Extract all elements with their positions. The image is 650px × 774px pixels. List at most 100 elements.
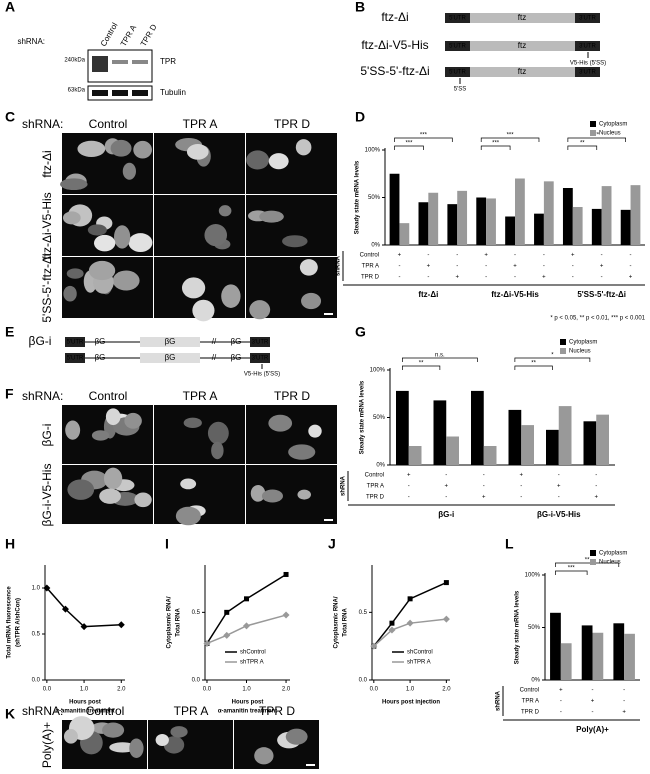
table-cell: + xyxy=(455,275,459,281)
significance-bracket xyxy=(480,145,511,150)
bar xyxy=(483,446,497,465)
row-label: Poly(A)+ xyxy=(40,722,54,768)
cell xyxy=(170,726,188,738)
table-cell: - xyxy=(514,275,516,281)
y-axis-label: Cytoplasmic RNA/ xyxy=(334,596,340,648)
table-cell: - xyxy=(398,264,400,270)
cell xyxy=(204,224,228,247)
table-cell: - xyxy=(514,253,516,259)
table-cell: - xyxy=(595,473,597,479)
cell xyxy=(66,268,84,279)
significance-bracket xyxy=(555,562,620,567)
y-axis-label: Steady state mRNA levels xyxy=(360,380,366,454)
shrna-label: shRNA: xyxy=(22,117,63,131)
significance-bracket xyxy=(514,357,591,362)
cell xyxy=(60,178,88,191)
cell xyxy=(181,277,206,299)
segment-label: βG xyxy=(165,337,176,346)
table-row-label: TPR D xyxy=(521,710,540,716)
cell xyxy=(261,489,284,503)
panel-label: B xyxy=(355,0,365,15)
significance-label: ** xyxy=(585,558,590,564)
bar xyxy=(447,204,458,245)
scale-bar xyxy=(324,519,333,521)
segment-label: 3'UTR xyxy=(579,16,596,22)
cell xyxy=(295,139,312,156)
table-cell: - xyxy=(623,688,625,694)
marker xyxy=(370,642,378,650)
row-label: ftz-Δi xyxy=(40,150,54,177)
significance-label: ** xyxy=(580,141,585,147)
marker xyxy=(243,622,251,630)
table-cell: + xyxy=(482,495,486,501)
table-row-label: Control xyxy=(520,688,539,694)
utr-box xyxy=(445,67,470,77)
x-axis-label: Hours post xyxy=(69,700,101,706)
cds-box xyxy=(470,67,575,77)
table-cell: + xyxy=(557,484,561,490)
significance-label: *** xyxy=(492,141,500,147)
legend-label: shControl xyxy=(407,650,433,656)
cell xyxy=(250,484,266,502)
band xyxy=(92,56,108,72)
table-row-label: Control xyxy=(365,473,384,479)
table-label: shRNA xyxy=(496,690,502,711)
panel-label: J xyxy=(328,536,336,552)
exon-box xyxy=(140,353,200,363)
table-cell: + xyxy=(513,264,517,270)
cell xyxy=(133,140,152,159)
legend-swatch xyxy=(560,348,566,354)
y-tick-label: 1.0 xyxy=(32,586,41,592)
y-tick-label: 50% xyxy=(528,625,541,631)
cell xyxy=(268,414,293,432)
y-tick-label: 100% xyxy=(365,148,381,154)
row-label: βG-i xyxy=(40,424,54,447)
marker xyxy=(442,615,450,623)
bar xyxy=(550,612,561,680)
scale-bar xyxy=(306,764,315,766)
lane-label: TPR A xyxy=(119,23,139,48)
marker xyxy=(117,621,125,629)
table-row-label: Control xyxy=(360,253,379,259)
series-line xyxy=(46,587,122,628)
significance-label: ** xyxy=(419,361,424,367)
significance-label: ** xyxy=(594,133,599,139)
panel-label: F xyxy=(5,386,14,402)
cell xyxy=(246,150,270,170)
cell xyxy=(62,211,81,225)
x-tick-label: 1.0 xyxy=(242,687,251,693)
construct-name: βG-i xyxy=(29,334,52,348)
utr-box xyxy=(575,13,600,23)
significance-bracket xyxy=(394,145,424,150)
marker xyxy=(388,626,396,634)
lane-label: TPR D xyxy=(139,23,159,48)
cell xyxy=(285,728,308,745)
marker xyxy=(389,620,395,626)
significance-label: ** xyxy=(531,361,536,367)
y-tick-label: 0.0 xyxy=(32,678,41,684)
marker xyxy=(224,609,230,615)
x-tick-label: 2.0 xyxy=(282,687,291,693)
legend-swatch xyxy=(560,339,566,345)
cell xyxy=(282,235,308,248)
marker xyxy=(61,605,69,613)
marker xyxy=(43,584,51,592)
table-cell: - xyxy=(398,275,400,281)
y-tick-label: 0.5 xyxy=(192,610,201,616)
legend-label: Cytoplasm xyxy=(599,122,627,128)
segment-label: βG xyxy=(95,353,106,362)
y-tick-label: 100% xyxy=(525,573,541,579)
segment-label: βG xyxy=(231,353,242,362)
significance-bracket xyxy=(402,365,441,370)
cell xyxy=(102,722,125,738)
cell xyxy=(129,738,144,759)
legend-swatch xyxy=(590,550,596,556)
cell xyxy=(124,412,142,429)
significance-bracket xyxy=(514,365,553,370)
cell xyxy=(112,270,140,291)
marker xyxy=(282,611,290,619)
y-tick-label: 0% xyxy=(531,678,540,684)
x-axis-label: Hours post injection xyxy=(382,700,440,706)
table-label: shRNA xyxy=(336,255,342,276)
